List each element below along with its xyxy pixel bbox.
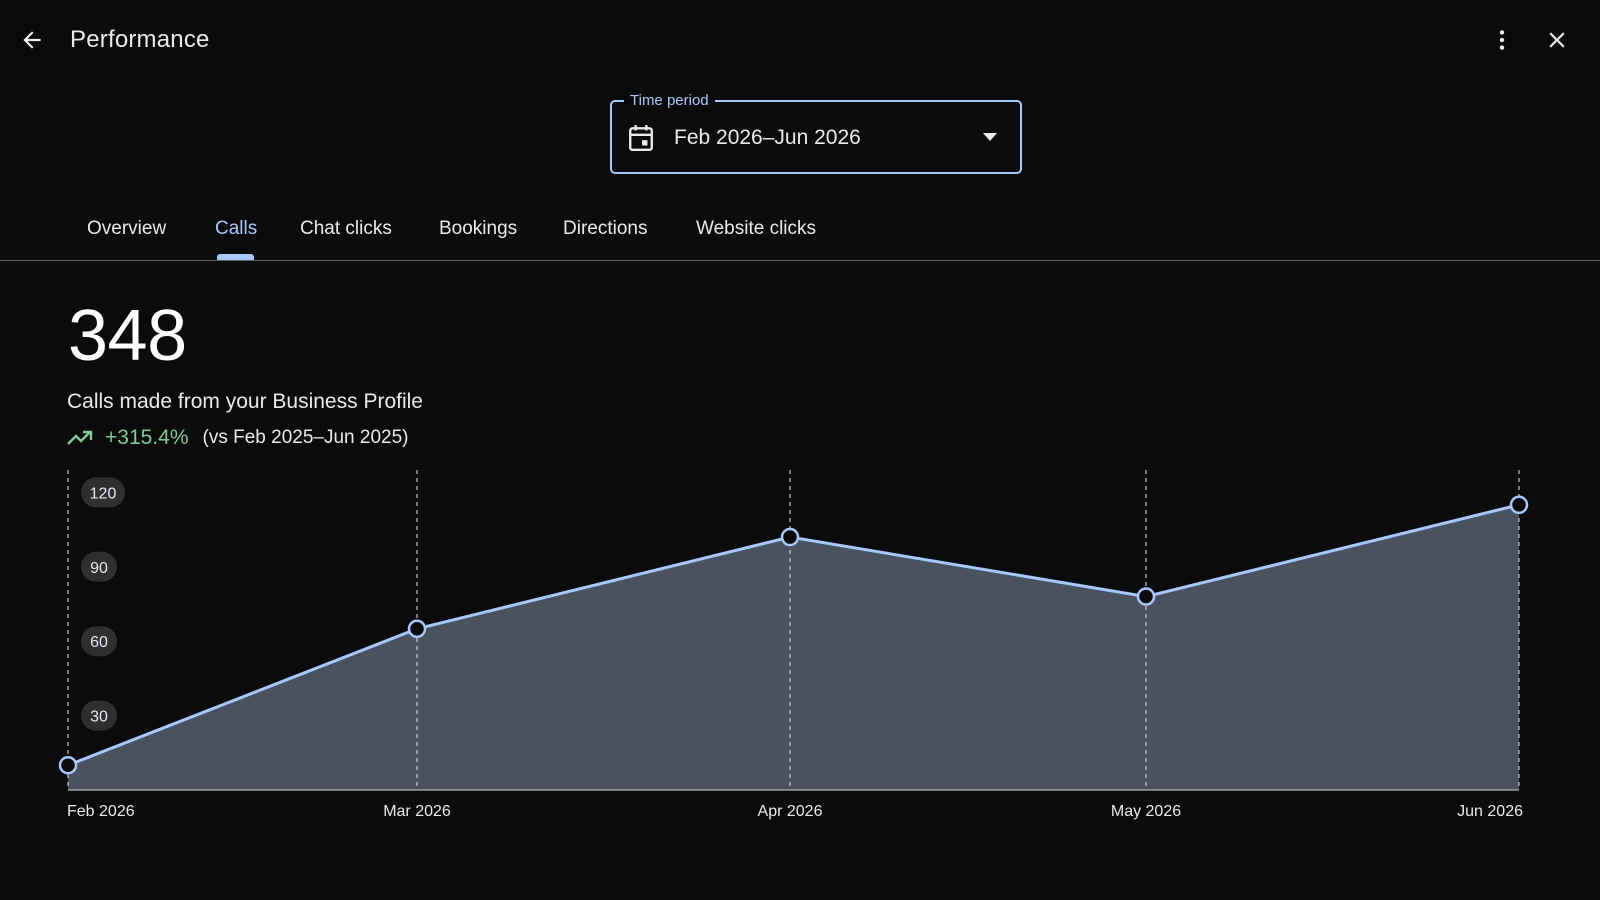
x-tick-label-jun-2026: Jun 2026 — [1457, 803, 1523, 820]
tab-overview[interactable]: Overview — [87, 218, 167, 239]
dropdown-arrow-icon — [983, 133, 997, 141]
metric-description: Calls made from your Business Profile — [67, 390, 423, 413]
data-point-jun-2026 — [1509, 495, 1529, 515]
more-options-button[interactable] — [1484, 22, 1520, 58]
area-fill — [68, 504, 1519, 790]
x-tick-label-may-2026: May 2026 — [1111, 803, 1181, 820]
tab-calls[interactable]: Calls — [215, 218, 258, 239]
y-tick-label-120: 120 — [90, 485, 117, 502]
trend-row: +315.4% (vs Feb 2025–Jun 2025) — [67, 424, 408, 452]
calendar-icon — [629, 125, 653, 152]
tab-website-clicks[interactable]: Website clicks — [696, 218, 817, 239]
time-period-select[interactable]: Time period Feb 2026–Jun 2026 — [610, 91, 1022, 174]
tab-bookings[interactable]: Bookings — [439, 218, 518, 239]
top-app-bar: Performance — [0, 0, 1600, 84]
data-point-may-2026 — [1136, 587, 1156, 606]
data-point-feb-2026 — [58, 755, 78, 775]
y-tick-label-60: 60 — [90, 634, 108, 651]
y-tick-label-90: 90 — [90, 560, 108, 577]
y-tick-pill-120 — [81, 477, 125, 508]
trend-comparison: (vs Feb 2025–Jun 2025) — [202, 427, 409, 448]
page-title: Performance — [70, 26, 210, 53]
close-icon — [1549, 32, 1565, 48]
close-button[interactable] — [1539, 22, 1575, 58]
tab-chat-clicks[interactable]: Chat clicks — [300, 218, 392, 239]
data-point-apr-2026 — [780, 527, 800, 547]
metric-total: 348 — [68, 296, 187, 376]
trend-change: +315.4% — [105, 426, 189, 449]
y-tick-pill-90 — [81, 551, 117, 582]
time-period-label: Time period — [624, 91, 715, 111]
y-tick-pill-60 — [81, 626, 117, 657]
data-point-mar-2026 — [407, 619, 427, 639]
time-period-value: Feb 2026–Jun 2026 — [674, 126, 861, 149]
trending-up-icon — [67, 430, 93, 445]
active-tab-indicator — [217, 254, 254, 260]
more-vertical-icon — [1499, 30, 1505, 50]
calls-area-chart: 120 90 60 30 Feb 2026 Mar 2026 Apr 2026 May 202… — [58, 470, 1529, 820]
x-tick-label-mar-2026: Mar 2026 — [383, 803, 451, 820]
x-tick-label-feb-2026: Feb 2026 — [67, 803, 135, 820]
arrow-left-icon — [23, 31, 41, 49]
tab-bar: Overview Calls Chat clicks Bookings Dire… — [0, 204, 1600, 261]
y-tick-pill-30 — [81, 700, 117, 731]
x-tick-label-apr-2026: Apr 2026 — [758, 803, 823, 820]
back-button[interactable] — [14, 22, 50, 58]
tab-directions[interactable]: Directions — [563, 218, 648, 239]
y-tick-label-30: 30 — [90, 709, 108, 726]
